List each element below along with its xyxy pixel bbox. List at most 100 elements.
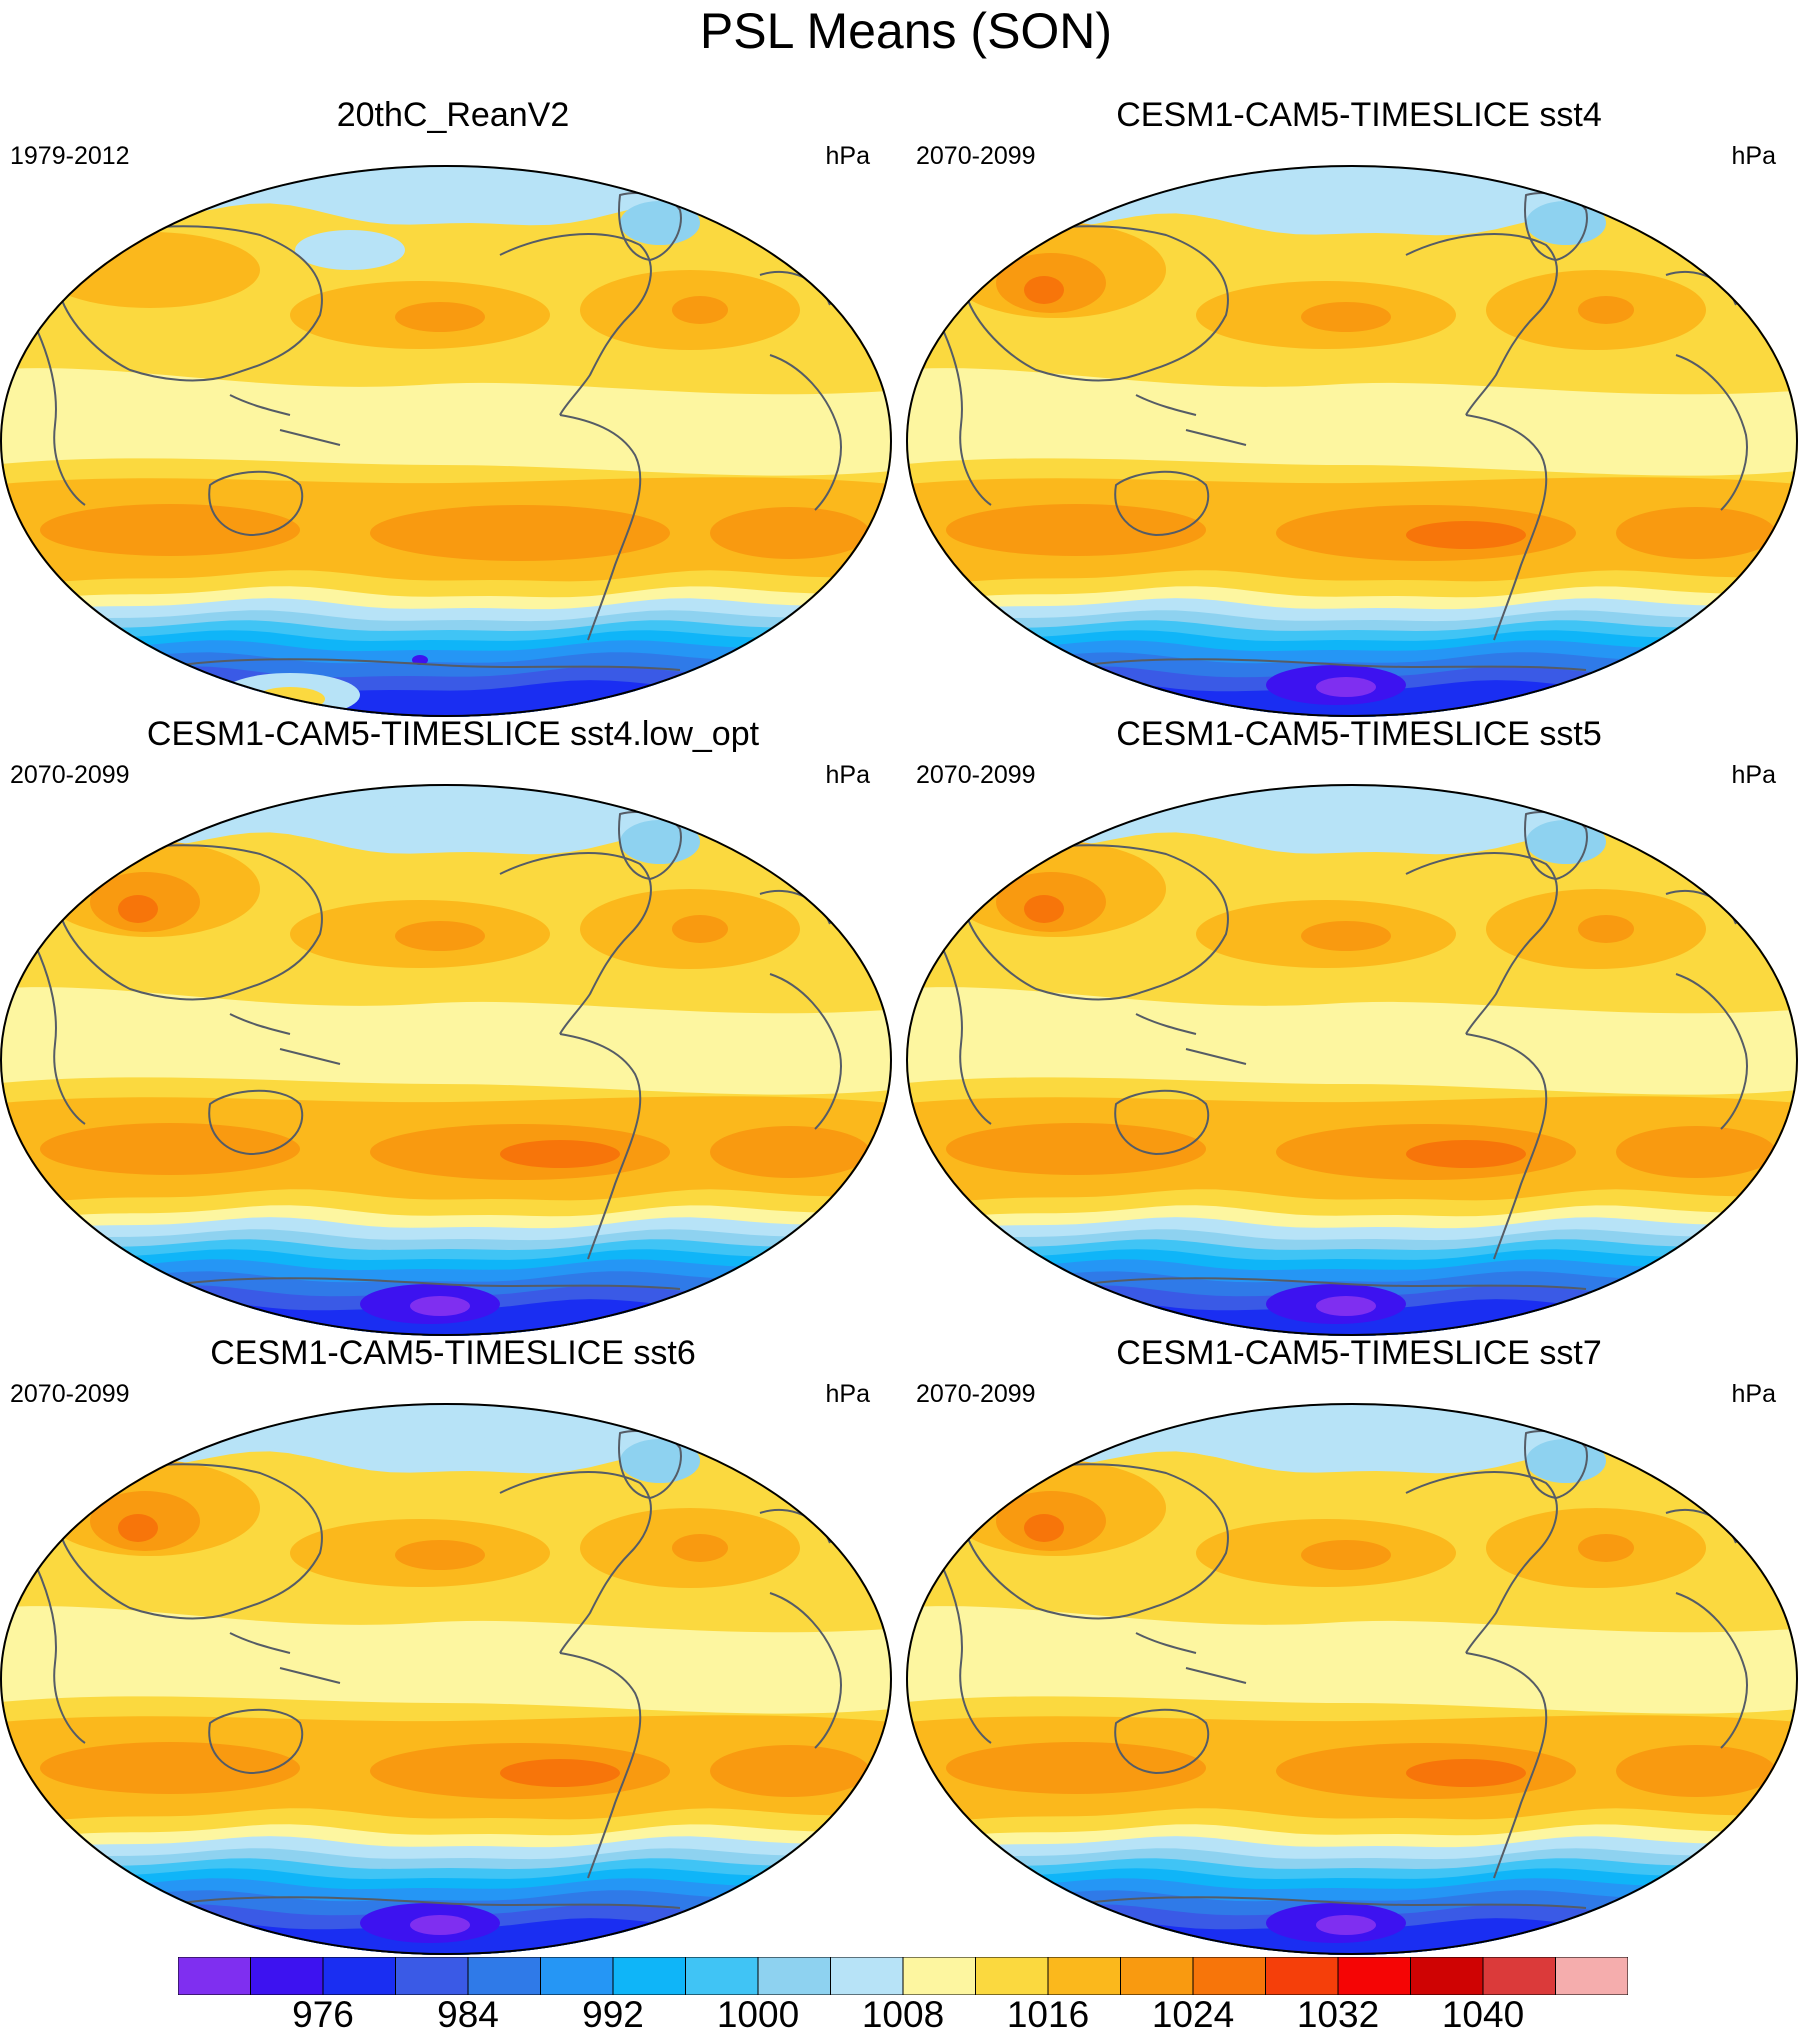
panel-units: hPa: [1731, 761, 1776, 789]
panel-title: 20thC_ReanV2: [336, 96, 570, 134]
coastline-segment: [499, 233, 652, 416]
arctic-center: [270, 1425, 490, 1461]
coastline-segment: [963, 225, 1229, 382]
colorbar-swatch: [757, 1957, 831, 1995]
panel-units: hPa: [1731, 142, 1776, 170]
map-border: [0, 784, 892, 1336]
coastline-segment: [1405, 1471, 1558, 1654]
tibet-high: [1024, 1514, 1064, 1542]
map-border: [0, 1403, 892, 1955]
coastline-segment: [935, 933, 992, 1125]
south-atlantic-high: [1616, 507, 1776, 559]
indian-ocean-high: [40, 504, 300, 556]
map-panel: CESM1-CAM5-TIMESLICE sst4 2070-2099 hPa: [906, 95, 1812, 717]
pressure-field: [0, 1403, 892, 1955]
pressure-field: [906, 784, 1798, 1336]
colorbar-swatch: [250, 1957, 324, 1995]
coastline-segment: [179, 1277, 681, 1290]
south-pacific-high-core: [1406, 1759, 1526, 1787]
panel-period: 2070-2099: [916, 1380, 1036, 1408]
colorbar-tick-label: 984: [437, 1994, 499, 2035]
indian-ocean-high: [946, 1742, 1206, 1794]
panel-period: 2070-2099: [916, 761, 1036, 789]
coastline-segment: [1135, 1013, 1247, 1065]
colorbar-tick-label: 1040: [1441, 1994, 1525, 2035]
coastline-segment: [29, 933, 86, 1125]
panel-units: hPa: [1731, 1380, 1776, 1408]
coastline-segment: [1114, 1708, 1209, 1774]
tibet-high: [118, 1514, 158, 1542]
coastline-segment: [559, 1033, 642, 1260]
panel-title: CESM1-CAM5-TIMESLICE sst6: [210, 1334, 696, 1372]
colorbar-swatch: [1120, 1957, 1194, 1995]
psl-map: [906, 784, 1798, 1336]
tropical-low-belt: [906, 987, 1798, 1095]
figure-title: PSL Means (SON): [699, 3, 1113, 59]
panel-period: 2070-2099: [10, 1380, 130, 1408]
icelandic-low: [620, 820, 700, 864]
psl-map: [0, 165, 892, 717]
panel-units: hPa: [825, 1380, 870, 1408]
coastline-segment: [208, 1708, 303, 1774]
panel-title: CESM1-CAM5-TIMESLICE sst7: [1116, 1334, 1602, 1372]
tropical-low-belt: [0, 1606, 892, 1714]
colorbar-tick-label: 1008: [861, 1994, 945, 2035]
coastline-segment: [229, 1013, 341, 1065]
coastline-segment: [559, 1652, 642, 1879]
coastline-segment: [1405, 233, 1558, 416]
coastline-segment: [1114, 470, 1209, 536]
tropical-low-belt: [906, 368, 1798, 476]
panel-period: 2070-2099: [916, 142, 1036, 170]
north-pacific-high-core: [395, 1540, 485, 1570]
coastlines: [29, 1430, 842, 1909]
coastline-segment: [963, 1463, 1229, 1620]
south-pacific-high-core: [1406, 1140, 1526, 1168]
colorbar-swatch: [685, 1957, 759, 1995]
panel-title: CESM1-CAM5-TIMESLICE sst4: [1116, 96, 1602, 134]
coastline-segment: [963, 844, 1229, 1001]
pressure-field: [0, 784, 892, 1336]
north-pacific-high-core: [1301, 302, 1391, 332]
arctic-low: [0, 165, 892, 230]
south-pacific-high-core: [500, 1140, 620, 1168]
colorbar-swatch: [467, 1957, 541, 1995]
coastlines: [935, 811, 1748, 1290]
coastline-segment: [935, 1552, 992, 1744]
colorbar-tick-label: 1024: [1151, 1994, 1235, 2035]
colorbar-swatch: [1265, 1957, 1339, 1995]
siberian-high: [40, 232, 260, 308]
coastline-segment: [1085, 1896, 1587, 1909]
south-pacific-high-core: [500, 1759, 620, 1787]
indian-ocean-high: [946, 504, 1206, 556]
colorbar-swatch: [1555, 1957, 1628, 1995]
coastline-segment: [208, 470, 303, 536]
colorbar-swatch: [612, 1957, 686, 1995]
map-panel: CESM1-CAM5-TIMESLICE sst5 2070-2099 hPa: [906, 714, 1812, 1336]
south-atlantic-high: [710, 507, 870, 559]
south-atlantic-high: [710, 1126, 870, 1178]
north-pacific-high-core: [395, 921, 485, 951]
coastline-segment: [229, 394, 341, 446]
north-pacific-high-core: [395, 302, 485, 332]
icelandic-low: [620, 201, 700, 245]
panel-title: CESM1-CAM5-TIMESLICE sst4.low_opt: [146, 715, 760, 753]
coastline-segment: [1135, 1632, 1247, 1684]
psl-map: [0, 784, 892, 1336]
tibet-high: [118, 895, 158, 923]
panel-units: hPa: [825, 142, 870, 170]
indian-ocean-high: [40, 1742, 300, 1794]
colorbar-swatch: [830, 1957, 904, 1995]
north-pacific-high-core: [1301, 1540, 1391, 1570]
coastline-segment: [1465, 1652, 1548, 1879]
map-border: [0, 165, 892, 717]
colorbar-swatch: [1337, 1957, 1411, 1995]
panel-units: hPa: [825, 761, 870, 789]
map-border: [906, 784, 1798, 1336]
colorbar-swatch: [902, 1957, 976, 1995]
coastline-segment: [208, 1089, 303, 1155]
coastline-segment: [1465, 414, 1548, 641]
pressure-field: [906, 1403, 1798, 1955]
colorbar-swatch: [540, 1957, 614, 1995]
coastline-segment: [57, 844, 323, 1001]
coastlines: [29, 192, 842, 671]
